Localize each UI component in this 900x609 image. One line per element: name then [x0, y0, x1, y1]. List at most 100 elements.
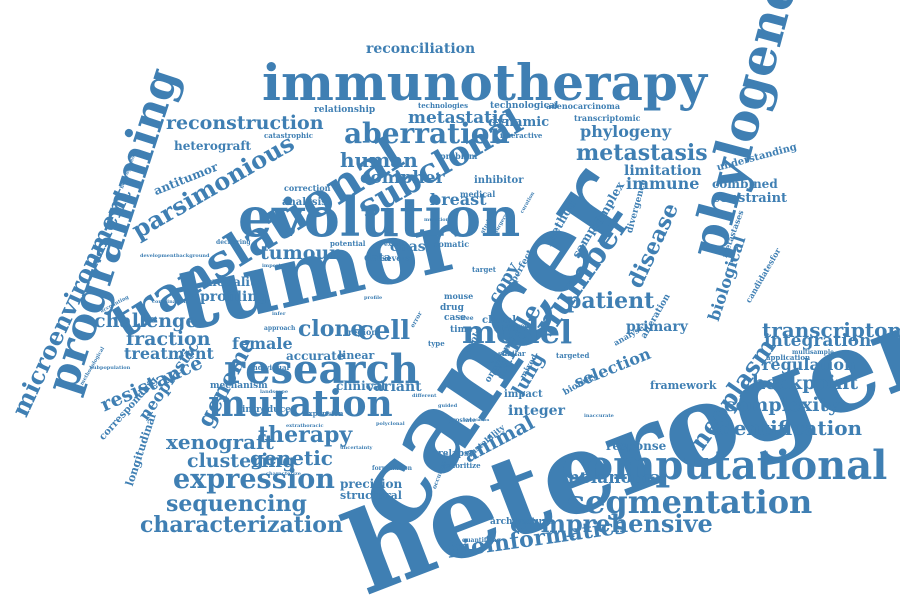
cloud-word: adenocarcinoma	[546, 101, 620, 111]
cloud-word: reconciliation	[366, 41, 476, 57]
cloud-word: expression	[173, 464, 335, 495]
cloud-word: mutation	[208, 383, 393, 425]
cloud-word: variant	[366, 379, 422, 395]
cloud-word: application	[766, 353, 811, 362]
cloud-word: female	[232, 334, 293, 353]
cloud-word: male	[486, 359, 500, 365]
cloud-word: drug	[440, 303, 464, 313]
cloud-word: introduce	[242, 405, 291, 415]
cloud-word: integer	[508, 403, 565, 419]
cloud-word: prioritize	[444, 461, 481, 470]
cloud-word: potential	[330, 239, 366, 248]
cloud-word: clonal	[482, 315, 517, 326]
cloud-word: medical	[460, 189, 496, 199]
cloud-word: treatment	[124, 344, 214, 363]
cloud-word: guided	[438, 403, 458, 409]
cloud-word: development	[140, 253, 176, 259]
cloud-word: profiling	[200, 289, 268, 305]
cloud-word: clone	[298, 316, 365, 342]
cloud-word: background	[176, 253, 210, 259]
cloud-word: correction	[284, 183, 331, 193]
cloud-word: immune	[626, 174, 700, 193]
cloud-word: approach	[264, 325, 296, 332]
cloud-word: uncertainty	[340, 445, 373, 451]
cloud-word: tree	[460, 315, 474, 322]
cloud-word: aberration	[344, 117, 510, 150]
cloud-word: characterize	[266, 471, 301, 477]
cloud-word: polyclonal	[376, 421, 405, 427]
cloud-word: higher	[494, 363, 513, 369]
cloud-word: cnas	[390, 239, 426, 255]
cloud-word: snvs	[494, 323, 519, 334]
cloud-word: metastatic	[408, 108, 509, 128]
cloud-word: data	[364, 251, 392, 264]
cloud-word: technologies	[418, 101, 469, 110]
cloud-word: problem	[440, 151, 478, 161]
cloud-word: patient	[566, 288, 655, 314]
cloud-word: case	[444, 313, 467, 323]
cloud-word: impact	[504, 389, 543, 400]
cloud-word: exhibit	[384, 241, 408, 248]
cloud-word: interactive	[500, 131, 543, 140]
cloud-word: therapy	[258, 422, 353, 448]
cloud-word: research	[224, 346, 419, 393]
cloud-word: heterograft	[174, 139, 252, 153]
cloud-word: profile	[364, 295, 383, 301]
cloud-word: immunotherapy	[262, 53, 707, 112]
cloud-word: primary	[626, 319, 688, 335]
cloud-word: computational	[562, 442, 888, 489]
cloud-word: similar	[498, 349, 526, 358]
cloud-word: checkpoint	[740, 372, 858, 394]
cloud-word: important	[262, 263, 291, 269]
cloud-word: technological	[490, 101, 559, 111]
cloud-word: melanoma	[562, 468, 661, 488]
cloud-word: deciforing	[216, 239, 251, 246]
cloud-word: targeted	[556, 351, 590, 360]
cloud-word: expansion	[304, 409, 344, 418]
cloud-word: limitation	[624, 163, 702, 179]
cloud-word: transcriptomic	[574, 113, 641, 123]
cloud-word: architecture	[490, 517, 553, 527]
cloud-word: complexity	[724, 394, 840, 416]
cloud-word: dynamic	[488, 115, 550, 130]
cloud-word: different	[412, 393, 437, 399]
cloud-word: mulation	[424, 217, 450, 223]
cloud-word: tumour	[260, 242, 340, 264]
cloud-word: several	[382, 253, 414, 263]
cloud-word: individual	[250, 363, 290, 372]
cloud-word: sequencing	[166, 491, 307, 517]
cloud-word: longitudinal	[123, 411, 159, 488]
cloud-word: constraint	[712, 191, 788, 206]
cloud-word: extrathoracic	[286, 423, 324, 429]
cloud-word: model	[462, 313, 573, 351]
cloud-word: human	[340, 148, 418, 172]
cloud-word: response	[606, 439, 667, 453]
cloud-word: conipher	[360, 168, 445, 188]
cloud-word: mechanism	[210, 381, 268, 391]
cloud-word: analysis	[282, 197, 327, 208]
cloud-word: inhibitor	[474, 175, 524, 186]
cloud-word: precision	[340, 477, 403, 491]
cloud-word: infer	[272, 311, 286, 317]
cloud-word: formulation	[372, 465, 413, 472]
cloud-word: genetic	[250, 446, 333, 470]
cloud-word: quantifying	[462, 537, 501, 544]
cloud-word: cell	[358, 316, 411, 346]
cloud-word: somatic	[434, 239, 470, 249]
cloud-word: segmentation	[567, 483, 813, 521]
cloud-word: integration	[764, 331, 872, 351]
cloud-word: evolution	[238, 185, 521, 249]
cloud-word: type	[428, 339, 445, 348]
cloud-word: inaccurate	[584, 413, 614, 419]
cloud-word: combined	[712, 177, 778, 191]
cloud-word: transcriptome	[762, 318, 900, 342]
cloud-word: candidatesfor	[743, 246, 783, 305]
cloud-word: metastasis	[576, 140, 708, 166]
cloud-word: time	[450, 325, 473, 335]
cloud-word: mouse	[444, 291, 474, 301]
cloud-word: structural	[340, 489, 402, 502]
cloud-word: phylogeny	[580, 122, 672, 141]
cloud-word: target	[472, 265, 497, 274]
cloud-word: reconstruction	[166, 112, 324, 134]
